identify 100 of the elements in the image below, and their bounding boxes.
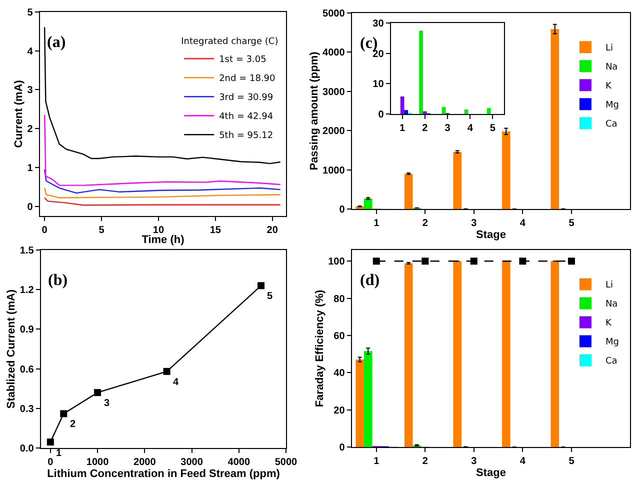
y-tick-label: 60 <box>334 330 346 342</box>
x-axis-title: Stage <box>476 229 506 241</box>
legend-label: Na <box>605 300 618 310</box>
bar <box>550 261 560 447</box>
x-tick-label: 2 <box>422 123 428 134</box>
annotation: 2 <box>70 419 76 430</box>
y-tick-label: 1.5 <box>20 246 34 256</box>
y-tick-label: 3 <box>27 85 34 96</box>
x-tick-label: 5 <box>568 456 575 468</box>
legend-label: K <box>605 82 612 92</box>
line-series <box>44 187 281 198</box>
y-tick-label: 3000 <box>322 86 346 98</box>
x-axis-title: Stage <box>476 467 506 479</box>
bar <box>400 96 404 114</box>
y-tick-label: 1.2 <box>20 285 34 296</box>
legend-label: Mg <box>605 338 619 348</box>
legend-label: Na <box>605 62 618 73</box>
bar <box>364 351 372 447</box>
line-series <box>44 168 281 194</box>
legend-label: 4th = 42.94 <box>219 112 274 122</box>
x-tick-label: 0 <box>48 457 54 468</box>
bar <box>404 110 408 114</box>
y-axis-title: Current (mA) <box>12 80 25 148</box>
x-tick-label: 10 <box>152 225 164 236</box>
y-tick-label: 1000 <box>322 165 346 176</box>
annotation: 4 <box>173 377 179 388</box>
legend-label: 2nd = 18.90 <box>219 74 276 84</box>
legend-label: Mg <box>605 100 619 111</box>
y-tick-label: 0 <box>339 204 346 216</box>
x-tick-label: 0 <box>42 225 48 236</box>
x-tick-label: 1000 <box>86 457 110 468</box>
annotation: (d) <box>360 272 380 289</box>
y-tick-label: 1 <box>27 162 34 174</box>
y-tick-label: 10 <box>372 79 384 90</box>
x-tick-label: 3 <box>444 123 451 134</box>
x-tick-label: 2 <box>422 456 428 468</box>
bar <box>404 174 413 209</box>
legend-label: Li <box>605 280 613 291</box>
bar <box>422 111 427 114</box>
x-tick-label: 5 <box>568 218 575 230</box>
x-tick-label: 15 <box>210 225 222 236</box>
point <box>46 438 54 446</box>
x-tick-label: 5 <box>98 225 105 236</box>
bar <box>502 261 510 447</box>
legend-label: Ca <box>605 356 618 367</box>
bar <box>453 261 462 447</box>
x-tick-label: 5000 <box>274 457 298 468</box>
legend-label: 1st = 3.05 <box>219 55 266 66</box>
bar <box>419 30 423 114</box>
bar <box>550 29 560 209</box>
y-tick-label: 0.0 <box>20 444 34 454</box>
legend-title: Integrated charge (C) <box>181 37 278 48</box>
bar <box>502 131 510 209</box>
point <box>258 282 265 290</box>
legend-label: Ca <box>605 120 618 130</box>
y-tick-label: 4 <box>27 46 34 58</box>
x-tick-label: 3000 <box>180 457 204 468</box>
x-tick-label: 4000 <box>228 457 250 468</box>
y-tick-label: 0.3 <box>20 404 34 415</box>
y-tick-label: 5 <box>27 8 34 18</box>
bar <box>404 263 413 447</box>
y-tick-label: 0 <box>339 442 346 454</box>
line-series <box>44 114 281 186</box>
point <box>60 410 68 418</box>
y-tick-label: 0 <box>378 110 384 120</box>
y-axis-title: Faraday Efficiency (%) <box>314 289 326 408</box>
x-tick-label: 4 <box>520 456 526 468</box>
bar <box>442 107 446 114</box>
annotation: (b) <box>48 272 68 289</box>
y-tick-label: 0.9 <box>20 324 34 336</box>
annotation: 3 <box>104 398 110 409</box>
x-tick-label: 3 <box>471 218 478 230</box>
legend-label: 3rd = 30.99 <box>219 93 274 104</box>
legend-label: 5th = 95.12 <box>219 131 274 142</box>
annotation: (c) <box>360 35 378 52</box>
x-tick-label: 2000 <box>134 457 156 468</box>
y-tick-label: 0 <box>27 202 34 213</box>
bar <box>453 152 462 209</box>
y-axis-title: Passing amount (ppm) <box>308 51 320 170</box>
annotation: (a) <box>47 34 66 51</box>
bar <box>356 359 364 447</box>
legend-label: Li <box>605 44 613 54</box>
x-axis-title: Lithium Concentration in Feed Stream (ppm) <box>47 468 280 480</box>
line-series <box>44 26 281 164</box>
x-tick-label: 2 <box>422 218 428 230</box>
y-tick-label: 40 <box>334 368 346 380</box>
x-tick-label: 4 <box>520 218 526 230</box>
bar <box>486 108 491 114</box>
annotation: 1 <box>56 448 62 459</box>
line-series <box>44 197 281 206</box>
x-tick-label: 3 <box>471 456 478 468</box>
bar <box>464 109 468 114</box>
y-tick-label: 80 <box>334 294 346 305</box>
y-tick-label: 20 <box>334 405 346 416</box>
y-axis-title: Stablized Current (mA) <box>6 289 18 409</box>
legend-label: K <box>605 318 612 329</box>
point <box>163 368 170 375</box>
x-tick-label: 4 <box>467 123 474 134</box>
y-tick-label: 5000 <box>322 8 346 20</box>
y-tick-label: 30 <box>372 18 384 30</box>
